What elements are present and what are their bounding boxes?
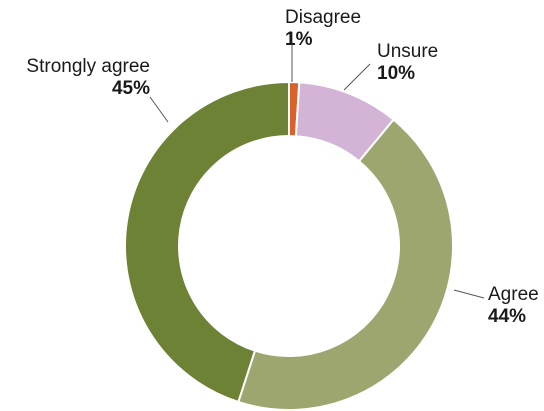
leader-lines-group [149, 32, 485, 299]
slice-label-agree: Agree [488, 284, 539, 305]
leader-line-strongly-agree [149, 96, 169, 123]
slices-group [124, 80, 454, 411]
slice-label-disagree: Disagree [285, 7, 361, 28]
slice-value-agree: 44% [488, 306, 526, 327]
slice-value-strongly-agree: 45% [112, 78, 150, 99]
slice-value-disagree: 1% [285, 29, 313, 50]
slice-label-strongly-agree: Strongly agree [26, 56, 150, 77]
slice-strongly-agree [124, 80, 290, 404]
slice-label-unsure: Unsure [377, 41, 438, 62]
leader-line-unsure [343, 63, 371, 91]
leader-line-agree [453, 289, 485, 299]
slice-agree [237, 118, 454, 411]
slice-value-unsure: 10% [377, 63, 415, 84]
